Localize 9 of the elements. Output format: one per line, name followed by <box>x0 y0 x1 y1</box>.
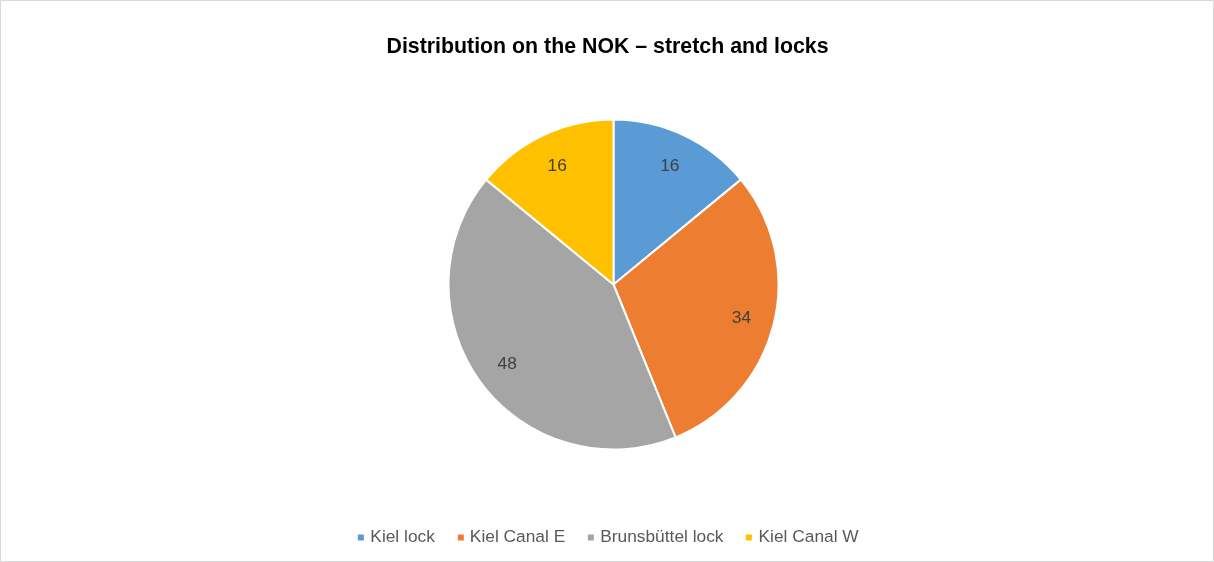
data-label: 16 <box>547 155 567 176</box>
legend-label: Kiel lock <box>370 526 435 547</box>
legend-label: Brunsbüttel lock <box>600 526 724 547</box>
legend-label: Kiel Canal E <box>469 526 566 547</box>
data-label: 16 <box>660 155 680 176</box>
legend-label: Kiel Canal W <box>758 526 859 547</box>
data-label: 34 <box>731 306 752 327</box>
data-label: 48 <box>497 352 517 373</box>
chart-title: Distribution on the NOK – stretch and locks <box>386 33 829 58</box>
